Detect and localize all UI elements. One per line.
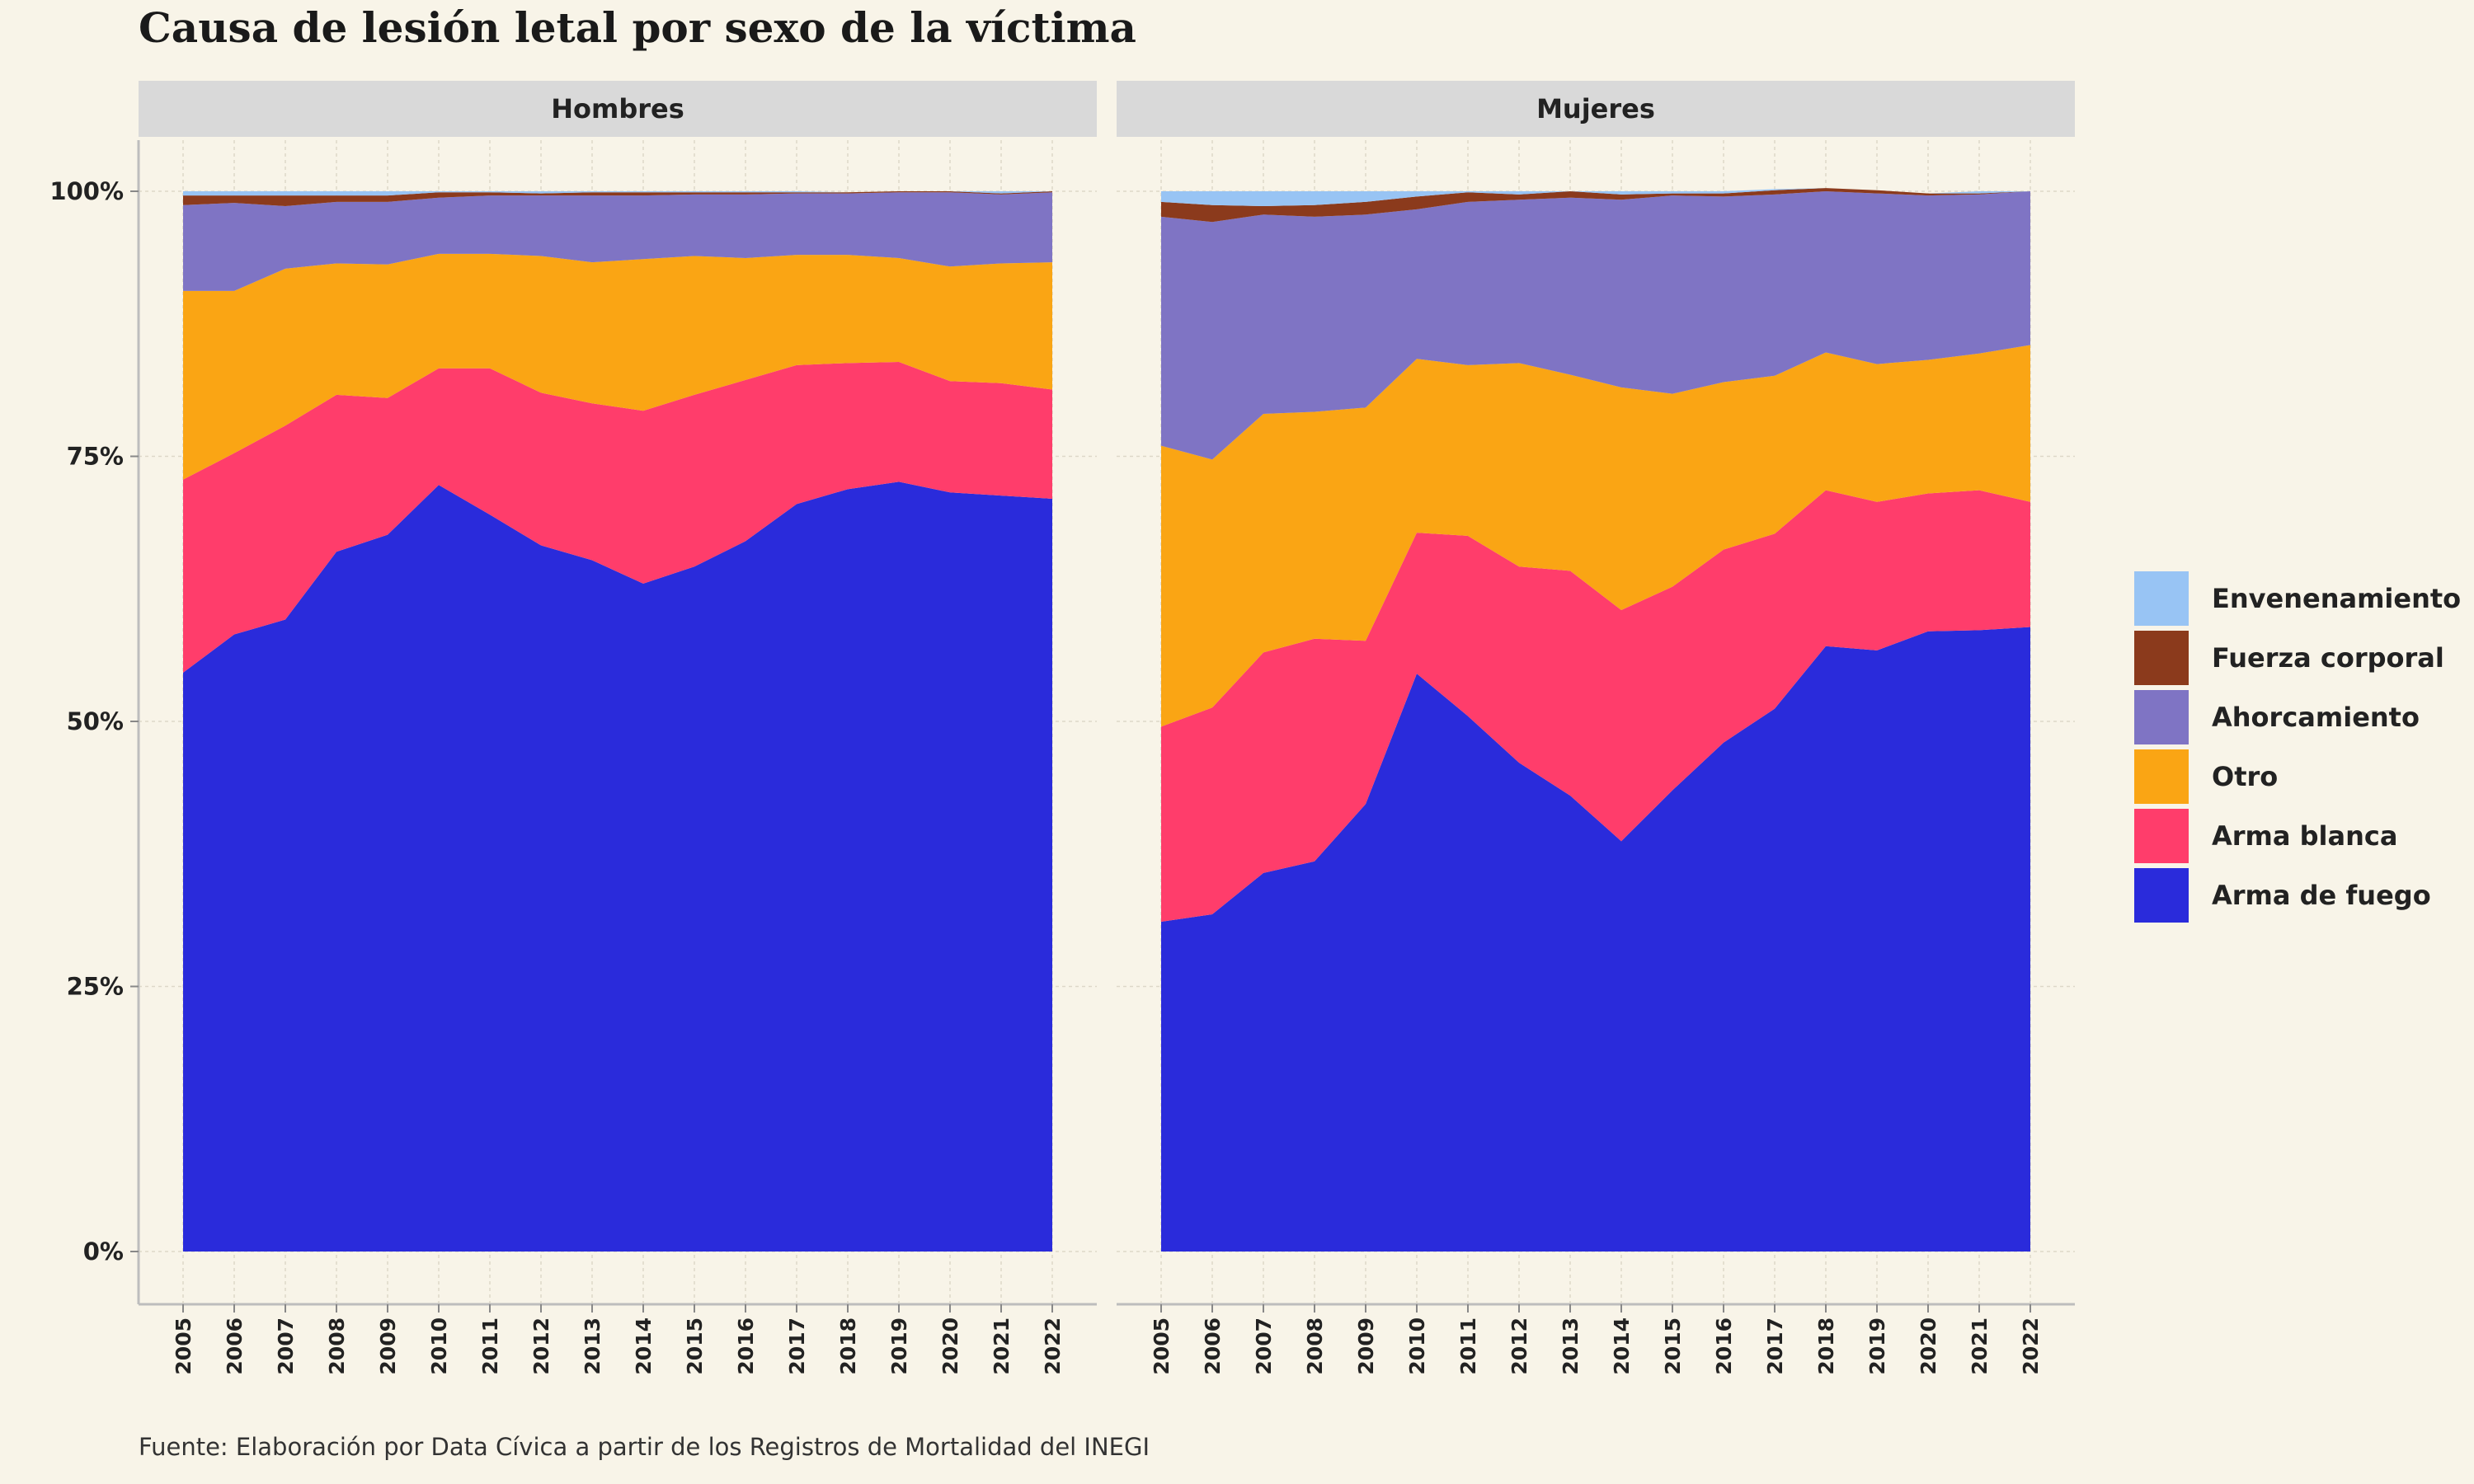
y-tick-label-25: 25% xyxy=(67,973,124,1001)
x-tick-label-2008-hombres: 2008 xyxy=(325,1317,349,1375)
y-tick-label-75: 75% xyxy=(67,443,124,471)
legend-swatch-fuerza-corporal xyxy=(2134,631,2189,685)
legend-item-fuerza-corporal: Fuerza corporal xyxy=(2134,630,2461,686)
x-tick-label-2021-hombres: 2021 xyxy=(990,1317,1014,1375)
legend-item-ahorcamiento: Ahorcamiento xyxy=(2134,689,2461,745)
area-envenenamiento-mujeres xyxy=(1161,188,2030,207)
area-otro-hombres xyxy=(183,253,1052,480)
x-tick-label-2022-mujeres: 2022 xyxy=(2019,1317,2043,1375)
legend-swatch-envenenamiento xyxy=(2134,571,2189,626)
legend-item-envenenamiento: Envenenamiento xyxy=(2134,571,2461,627)
x-tick-label-2007-mujeres: 2007 xyxy=(1252,1317,1276,1375)
x-tick-label-2009-hombres: 2009 xyxy=(376,1317,400,1375)
x-tick-label-2017-hombres: 2017 xyxy=(785,1317,809,1375)
x-tick-label-2009-mujeres: 2009 xyxy=(1354,1317,1378,1375)
x-tick-label-2019-hombres: 2019 xyxy=(887,1317,911,1375)
legend-label-arma-de-fuego: Arma de fuego xyxy=(2212,880,2431,911)
legend-label-arma-blanca: Arma blanca xyxy=(2212,820,2398,852)
x-tick-label-2010-mujeres: 2010 xyxy=(1405,1317,1429,1375)
x-tick-label-2006-hombres: 2006 xyxy=(223,1317,247,1375)
legend-item-otro: Otro xyxy=(2134,749,2461,805)
legend: Envenenamiento Fuerza corporal Ahorcamie… xyxy=(2134,571,2461,923)
legend-label-otro: Otro xyxy=(2212,761,2279,792)
area-ahorcamiento-mujeres xyxy=(1161,191,2030,460)
x-tick-label-2020-mujeres: 2020 xyxy=(1917,1317,1940,1375)
area-arma-blanca-mujeres xyxy=(1161,490,2030,923)
y-tick-label-100: 100% xyxy=(49,177,124,205)
area-arma-de-fuego-hombres xyxy=(183,481,1052,1252)
x-tick-label-2020-hombres: 2020 xyxy=(938,1317,962,1375)
x-tick-label-2015-mujeres: 2015 xyxy=(1661,1317,1685,1375)
x-tick-label-2010-hombres: 2010 xyxy=(427,1317,451,1375)
area-fuerza-corporal-hombres xyxy=(183,191,1052,207)
x-tick-label-2012-hombres: 2012 xyxy=(529,1317,553,1375)
x-tick-label-2021-mujeres: 2021 xyxy=(1968,1317,1992,1375)
legend-label-fuerza-corporal: Fuerza corporal xyxy=(2212,642,2444,674)
x-tick-label-2016-hombres: 2016 xyxy=(734,1317,758,1375)
x-tick-label-2012-mujeres: 2012 xyxy=(1507,1317,1531,1375)
x-tick-label-2018-hombres: 2018 xyxy=(836,1317,860,1375)
legend-label-envenenamiento: Envenenamiento xyxy=(2212,583,2462,614)
x-tick-label-2013-hombres: 2013 xyxy=(581,1317,604,1375)
x-tick-label-2019-mujeres: 2019 xyxy=(1865,1317,1889,1375)
area-fuerza-corporal-mujeres xyxy=(1161,188,2030,223)
x-tick-label-2006-mujeres: 2006 xyxy=(1201,1317,1225,1375)
facet-strip-mujeres xyxy=(1117,81,2075,137)
chart-title: Causa de lesión letal por sexo de la víc… xyxy=(139,3,1136,52)
x-tick-label-2008-mujeres: 2008 xyxy=(1303,1317,1327,1375)
legend-label-ahorcamiento: Ahorcamiento xyxy=(2212,702,2420,733)
legend-swatch-arma-blanca xyxy=(2134,809,2189,863)
area-arma-de-fuego-mujeres xyxy=(1161,627,2030,1252)
legend-swatch-arma-de-fuego xyxy=(2134,868,2189,923)
facet-label-hombres: Hombres xyxy=(551,93,684,124)
legend-item-arma-blanca: Arma blanca xyxy=(2134,808,2461,864)
x-tick-label-2013-mujeres: 2013 xyxy=(1559,1317,1583,1375)
x-tick-label-2015-hombres: 2015 xyxy=(683,1317,707,1375)
x-tick-label-2005-mujeres: 2005 xyxy=(1150,1317,1174,1375)
x-tick-label-2016-mujeres: 2016 xyxy=(1712,1317,1736,1375)
legend-swatch-ahorcamiento xyxy=(2134,690,2189,744)
x-tick-label-2007-hombres: 2007 xyxy=(274,1317,298,1375)
x-tick-label-2011-hombres: 2011 xyxy=(478,1317,502,1375)
x-tick-label-2014-mujeres: 2014 xyxy=(1610,1317,1634,1375)
legend-item-arma-de-fuego: Arma de fuego xyxy=(2134,867,2461,923)
area-ahorcamiento-hombres xyxy=(183,192,1052,291)
x-tick-label-2011-mujeres: 2011 xyxy=(1456,1317,1480,1375)
x-tick-label-2005-hombres: 2005 xyxy=(172,1317,195,1375)
area-envenenamiento-hombres xyxy=(183,191,1052,196)
x-tick-label-2017-mujeres: 2017 xyxy=(1763,1317,1787,1375)
x-tick-label-2014-hombres: 2014 xyxy=(632,1317,656,1375)
legend-swatch-otro xyxy=(2134,749,2189,804)
facet-label-mujeres: Mujeres xyxy=(1536,93,1655,124)
y-tick-label-50: 50% xyxy=(67,707,124,735)
source-note: Fuente: Elaboración por Data Cívica a pa… xyxy=(139,1433,1150,1461)
x-tick-label-2022-hombres: 2022 xyxy=(1041,1317,1065,1375)
x-tick-label-2018-mujeres: 2018 xyxy=(1814,1317,1838,1375)
area-arma-blanca-hombres xyxy=(183,362,1052,673)
area-otro-mujeres xyxy=(1161,345,2030,727)
facet-strip-hombres xyxy=(139,81,1097,137)
y-tick-label-0: 0% xyxy=(83,1237,124,1266)
